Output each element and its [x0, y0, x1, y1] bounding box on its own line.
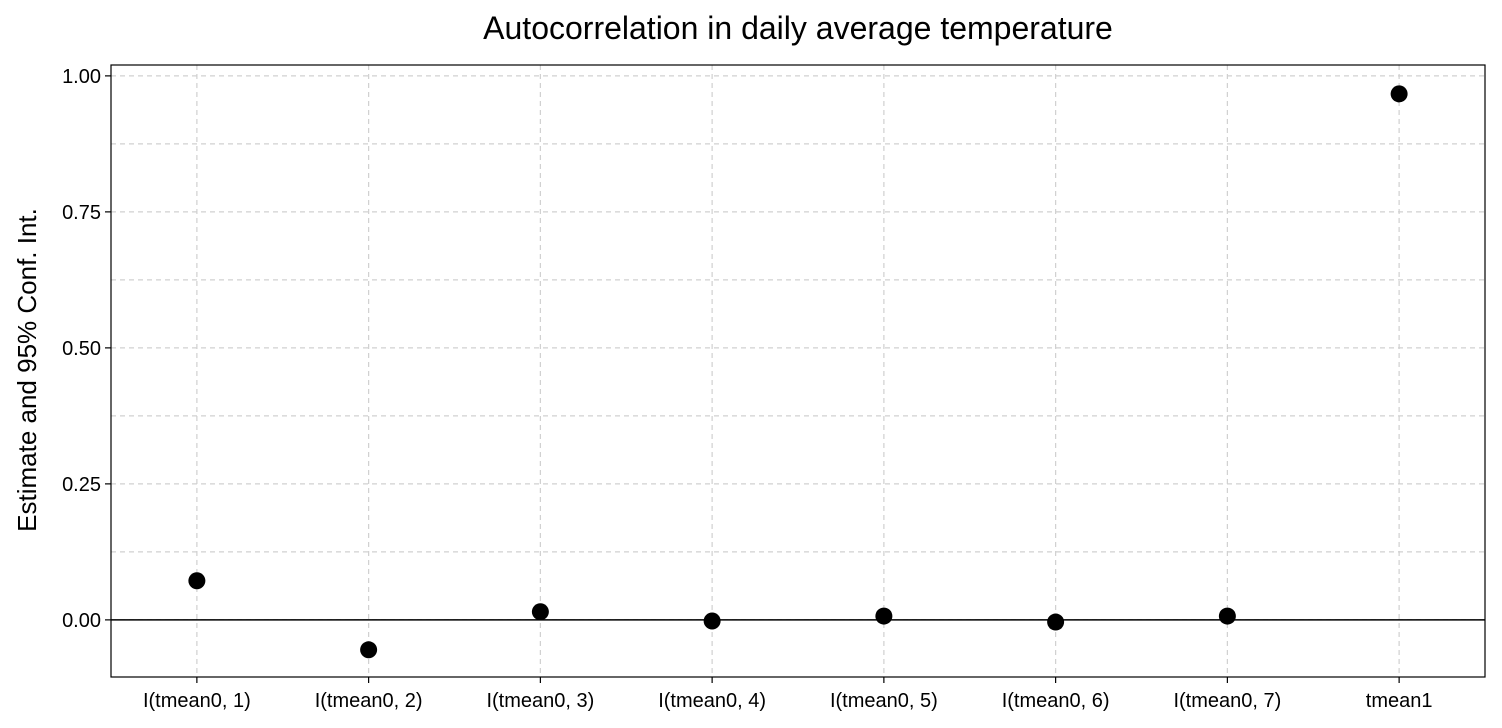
data-point-7 — [1218, 607, 1236, 625]
data-point-6 — [1047, 613, 1065, 631]
y-tick-label-3: 0.75 — [62, 202, 101, 224]
x-tick-label-2: I(tmean0, 2) — [315, 690, 423, 712]
grid-layer — [111, 65, 1485, 677]
plot-frame — [110, 64, 1486, 678]
y-tick-label-1: 0.25 — [62, 474, 101, 496]
x-tick-label-3: I(tmean0, 3) — [486, 690, 594, 712]
x-tick-label-1: I(tmean0, 1) — [143, 690, 251, 712]
x-tick-label-4: I(tmean0, 4) — [658, 690, 766, 712]
y-axis-label: Estimate and 95% Conf. Int. — [12, 208, 42, 532]
y-tick-label-4: 1.00 — [62, 66, 101, 88]
data-point-2 — [360, 641, 378, 659]
x-tick-label-8: tmean1 — [1366, 690, 1433, 712]
data-point-3 — [531, 603, 549, 621]
data-point-5 — [875, 607, 893, 625]
points-layer — [188, 85, 1408, 659]
x-tick-label-6: I(tmean0, 6) — [1002, 690, 1110, 712]
y-tick-label-2: 0.50 — [62, 338, 101, 360]
x-tick-label-5: I(tmean0, 5) — [830, 690, 938, 712]
x-axis-ticks: I(tmean0, 1) I(tmean0, 2) I(tmean0, 3) I(tm… — [143, 677, 1433, 712]
y-tick-label-0: 0.00 — [62, 610, 101, 632]
data-point-1 — [188, 572, 206, 590]
y-axis-ticks: 0.00 0.25 0.50 0.75 1.00 — [62, 66, 111, 632]
data-point-4 — [703, 612, 721, 630]
data-point-8 — [1390, 85, 1408, 103]
chart-title: Autocorrelation in daily average tempera… — [483, 10, 1113, 46]
x-tick-label-7: I(tmean0, 7) — [1173, 690, 1281, 712]
